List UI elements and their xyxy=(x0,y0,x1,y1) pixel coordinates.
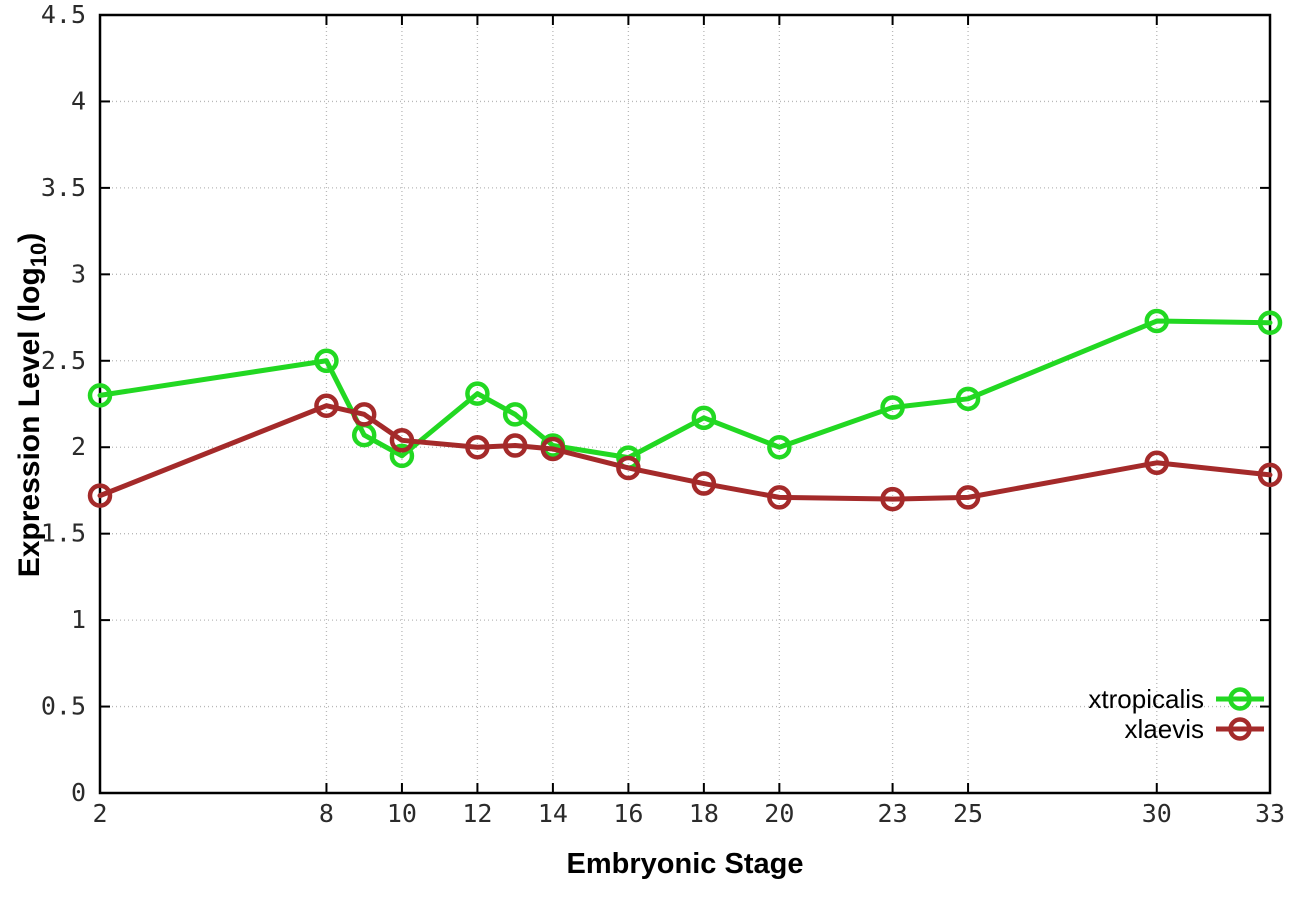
data-point-xlaevis xyxy=(351,402,377,427)
x-tick-label: 16 xyxy=(613,799,643,828)
x-axis-title: Embryonic Stage xyxy=(566,848,804,880)
legend-swatch-xtropicalis xyxy=(1216,687,1264,711)
data-point-xlaevis xyxy=(1257,462,1283,488)
data-point-xtropicalis xyxy=(691,405,717,431)
y-tick-label: 2 xyxy=(71,432,86,461)
y-axis-title-end: ) xyxy=(13,232,46,243)
data-point-xtropicalis xyxy=(767,434,792,460)
plot-border xyxy=(98,13,1272,795)
y-tick-label: 0 xyxy=(71,778,86,807)
data-point-xlaevis xyxy=(691,471,717,496)
data-point-xtropicalis xyxy=(1257,310,1283,335)
data-point-xlaevis xyxy=(767,485,792,510)
data-point-xlaevis xyxy=(87,483,113,508)
data-point-xlaevis xyxy=(389,428,415,453)
y-tick-label: 1 xyxy=(71,605,86,634)
y-tick-label: 3.5 xyxy=(41,173,86,202)
data-point-xtropicalis xyxy=(1144,308,1170,334)
data-point-xtropicalis xyxy=(502,402,528,427)
data-point-xlaevis xyxy=(465,434,490,460)
series-line-xtropicalis xyxy=(97,318,1273,461)
data-point-xlaevis xyxy=(616,455,641,481)
data-point-xlaevis xyxy=(955,485,981,510)
x-tick-label: 8 xyxy=(319,799,334,828)
data-point-xlaevis xyxy=(880,486,905,512)
y-tick-label: 2.5 xyxy=(41,346,86,375)
legend-label-xlaevis: xlaevis xyxy=(1124,713,1204,744)
data-point-xlaevis xyxy=(502,433,528,458)
legend-item-xtropicalis: xtropicalis xyxy=(1088,683,1266,714)
legend-label-xtropicalis: xtropicalis xyxy=(1088,683,1204,714)
data-point-xtropicalis xyxy=(955,386,981,412)
x-tick-label: 33 xyxy=(1255,799,1285,828)
legend-swatch-xlaevis xyxy=(1216,717,1264,741)
x-tick-label: 12 xyxy=(462,799,492,828)
y-tick-label: 4.5 xyxy=(41,0,86,29)
x-tick-label: 25 xyxy=(953,799,983,828)
data-point-xtropicalis xyxy=(87,383,113,408)
y-tick-label: 3 xyxy=(71,259,86,288)
x-tick-label: 2 xyxy=(92,799,107,828)
x-tick-label: 10 xyxy=(387,799,417,828)
legend: xtropicalis xlaevis xyxy=(1088,683,1266,744)
y-tick-label: 0.5 xyxy=(41,692,86,721)
data-point-xtropicalis xyxy=(465,381,490,406)
y-axis-title: Expression Level (log10) xyxy=(13,232,51,578)
data-point-xtropicalis xyxy=(314,348,339,374)
data-point-xlaevis xyxy=(314,393,339,418)
x-tick-label: 20 xyxy=(764,799,794,828)
y-axis-title-subscript: 10 xyxy=(26,242,51,268)
y-tick-label: 4 xyxy=(71,86,86,115)
x-tick-label: 14 xyxy=(538,799,568,828)
y-tick-label: 1.5 xyxy=(41,519,86,548)
data-point-xtropicalis xyxy=(389,443,415,469)
legend-item-xlaevis: xlaevis xyxy=(1088,713,1266,744)
data-point-xtropicalis xyxy=(880,395,905,420)
data-point-xlaevis xyxy=(1144,450,1170,476)
x-tick-label: 30 xyxy=(1142,799,1172,828)
data-point-xlaevis xyxy=(540,436,566,462)
series-line-xlaevis xyxy=(97,403,1273,502)
x-tick-label: 18 xyxy=(689,799,719,828)
y-axis-title-main: Expression Level (log xyxy=(13,267,46,578)
x-tick-label: 23 xyxy=(878,799,908,828)
